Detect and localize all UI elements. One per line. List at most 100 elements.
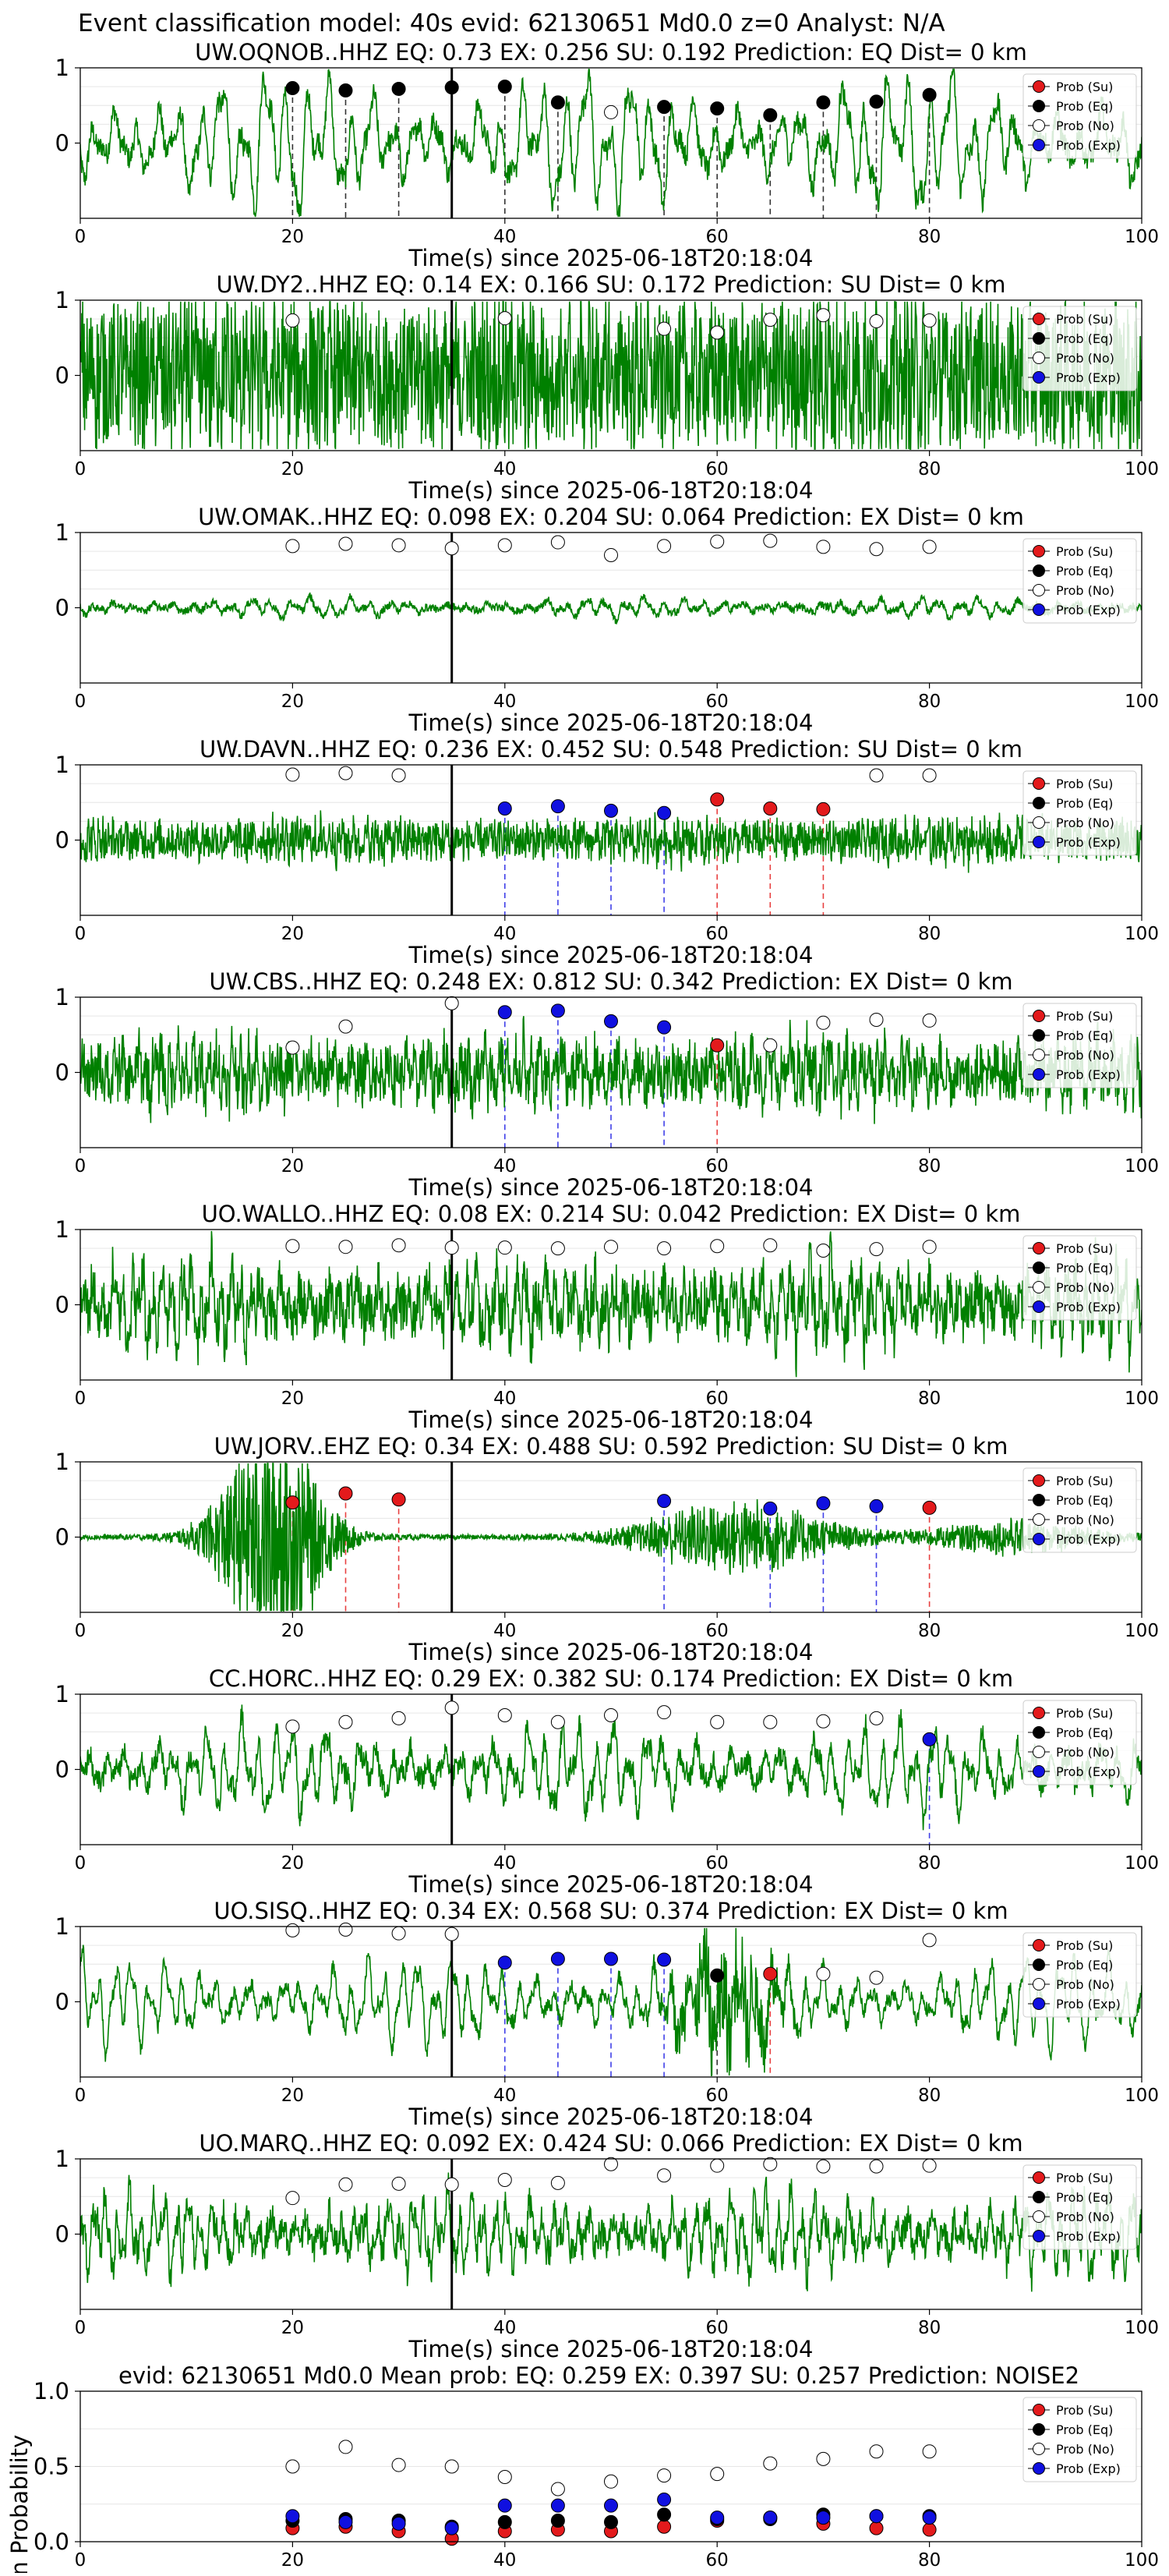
waveform-line [80, 1704, 1142, 1831]
legend-marker-exp [1033, 836, 1045, 848]
prob-marker-no [285, 1040, 300, 1055]
prob-marker-eq [869, 94, 884, 109]
prob-marker-no [869, 314, 884, 329]
prob-marker-no [391, 2176, 406, 2191]
x-tick-label: 0 [75, 692, 87, 712]
mean-prob-marker-exp [338, 2514, 353, 2529]
prob-marker-no [497, 538, 512, 553]
x-tick-label: 80 [918, 1389, 941, 1409]
prob-marker-no [922, 313, 937, 328]
x-tick-label: 20 [281, 2550, 304, 2571]
y-tick-label: 1 [55, 287, 69, 313]
subplot-11: evid: 62130651 Md0.0 Mean prob: EQ: 0.25… [6, 2362, 1159, 2576]
prob-marker-exp [869, 1499, 884, 1513]
prob-marker-no [922, 540, 937, 554]
prob-marker-eq [285, 81, 300, 96]
legend-box [1022, 2164, 1137, 2250]
legend-label: Prob (Eq) [1056, 1493, 1113, 1508]
prob-marker-no [338, 1922, 353, 1937]
legend-label: Prob (No) [1056, 583, 1114, 598]
legend-marker-exp [1033, 1533, 1045, 1545]
legend-marker-no [1033, 1746, 1045, 1758]
mean-prob-marker-exp [657, 2492, 672, 2507]
y-tick-label: 0.5 [34, 2454, 69, 2480]
legend-label: Prob (No) [1056, 351, 1114, 366]
x-tick-label: 80 [918, 2318, 941, 2338]
prob-marker-exp [550, 1951, 565, 1966]
legend-label: Prob (Eq) [1056, 564, 1113, 579]
x-axis-label: Time(s) since 2025-06-18T20:18:04 [408, 2104, 814, 2130]
prob-marker-eq [444, 80, 459, 95]
x-tick-label: 80 [918, 459, 941, 479]
x-tick-label: 0 [75, 924, 87, 944]
legend-label: Prob (Su) [1056, 2403, 1113, 2418]
prob-marker-eq [657, 100, 672, 115]
x-tick-label: 100 [1125, 1621, 1159, 1641]
prob-marker-su [816, 801, 831, 816]
x-axis-label: Time(s) since 2025-06-18T20:18:04 [408, 2336, 814, 2362]
x-tick-label: 40 [493, 1156, 516, 1177]
legend-label: Prob (No) [1056, 2442, 1114, 2457]
y-tick-label: 0 [55, 363, 69, 389]
subplot-title: UW.DAVN..HHZ EQ: 0.236 EX: 0.452 SU: 0.5… [200, 736, 1022, 763]
y-tick-label: 0 [55, 595, 69, 621]
legend-marker-su [1033, 1010, 1045, 1022]
y-tick-label: 0 [55, 1292, 69, 1318]
x-tick-label: 0 [75, 2086, 87, 2106]
prob-marker-su [710, 1038, 725, 1053]
prob-marker-no [869, 1242, 884, 1257]
legend-marker-su [1033, 313, 1045, 325]
prob-marker-su [391, 1492, 406, 1507]
prob-marker-no [604, 1240, 618, 1254]
prob-marker-exp [497, 801, 512, 816]
waveform-line [80, 1016, 1142, 1124]
legend-marker-exp [1033, 2230, 1045, 2242]
figure-title: Event classification model: 40s evid: 62… [78, 9, 945, 37]
prob-marker-no [497, 2173, 512, 2188]
prob-marker-no [816, 1244, 831, 1258]
legend-marker-eq [1033, 797, 1045, 809]
legend-box [1022, 1467, 1137, 1553]
prob-marker-no [391, 1926, 406, 1941]
prob-marker-no [922, 2158, 937, 2173]
legend-marker-exp [1033, 603, 1045, 616]
prob-marker-no [604, 547, 618, 562]
legend-marker-exp [1033, 1997, 1045, 2010]
legend-marker-exp [1033, 1765, 1045, 1778]
legend-marker-no [1033, 352, 1045, 364]
mean-prob-marker-no [657, 2468, 672, 2483]
prob-marker-no [710, 325, 725, 340]
subplot-title: UW.OMAK..HHZ EQ: 0.098 EX: 0.204 SU: 0.0… [198, 504, 1024, 530]
legend-marker-su [1033, 777, 1045, 790]
mean-prob-marker-su [922, 2522, 937, 2537]
legend-label: Prob (Su) [1056, 1009, 1113, 1024]
prob-marker-no [285, 313, 300, 328]
y-tick-label: 1 [55, 2146, 69, 2172]
prob-marker-no [816, 1714, 831, 1729]
legend-label: Prob (No) [1056, 1280, 1114, 1295]
prob-marker-no [763, 2157, 778, 2171]
legend-label: Prob (Su) [1056, 1241, 1113, 1256]
x-tick-label: 100 [1125, 2086, 1159, 2106]
legend-label: Prob (No) [1056, 119, 1114, 133]
legend-box [1022, 73, 1137, 159]
x-tick-label: 80 [918, 2550, 941, 2571]
x-tick-label: 0 [75, 459, 87, 479]
x-tick-label: 100 [1125, 1853, 1159, 1874]
prob-marker-no [497, 311, 512, 326]
legend-marker-su [1033, 2171, 1045, 2184]
prob-marker-no [338, 1240, 353, 1254]
x-tick-label: 0 [75, 1621, 87, 1641]
prob-marker-no [444, 1700, 459, 1715]
legend-marker-su [1033, 80, 1045, 93]
prob-marker-no [285, 1923, 300, 1937]
mean-prob-marker-no [604, 2474, 618, 2489]
y-tick-label: 1 [55, 1913, 69, 1940]
x-tick-label: 40 [493, 2550, 516, 2571]
prob-marker-no [285, 2191, 300, 2206]
legend-label: Prob (Su) [1056, 777, 1113, 791]
waveform-line [80, 300, 1142, 450]
mean-prob-marker-no [285, 2459, 300, 2474]
mean-prob-marker-eq [604, 2514, 618, 2529]
x-tick-label: 60 [706, 692, 729, 712]
